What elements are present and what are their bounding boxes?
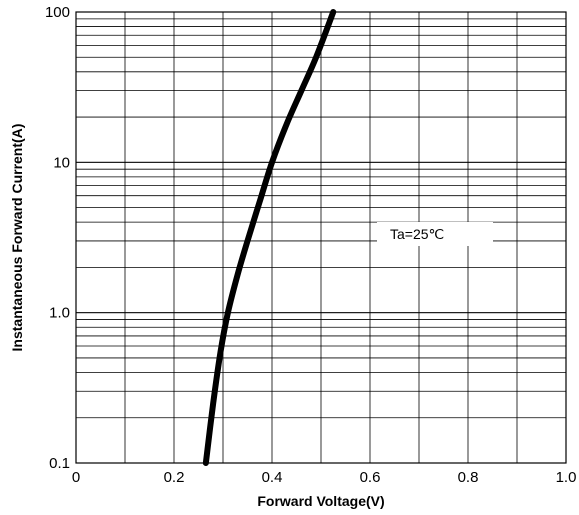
y-tick-label: 100 bbox=[45, 4, 70, 21]
series-line bbox=[202, 9, 337, 466]
y-tick-labels: 0.1 1.0 10 100 bbox=[45, 4, 70, 472]
plot-frame bbox=[75, 11, 567, 464]
x-tick-label: 1.0 bbox=[556, 469, 577, 486]
x-tick-labels: 0 0.2 0.4 0.6 0.8 1.0 bbox=[72, 469, 577, 486]
y-tick-label: 0.1 bbox=[49, 455, 70, 472]
grid-lines bbox=[76, 12, 566, 463]
y-tick-label: 10 bbox=[53, 154, 70, 171]
annotation-box: Ta=25℃ bbox=[377, 222, 493, 246]
y-tick-label: 1.0 bbox=[49, 305, 70, 322]
annotation-text: Ta=25℃ bbox=[390, 226, 444, 242]
x-tick-label: 0.6 bbox=[360, 469, 381, 486]
x-tick-label: 0.2 bbox=[164, 469, 185, 486]
x-tick-label: 0.4 bbox=[262, 469, 283, 486]
x-tick-label: 0.8 bbox=[458, 469, 479, 486]
y-axis-title: Instantaneous Forward Current(A) bbox=[9, 124, 25, 352]
annotation-background bbox=[377, 222, 493, 246]
x-tick-label: 0 bbox=[72, 469, 80, 486]
x-axis-title: Forward Voltage(V) bbox=[257, 493, 384, 509]
